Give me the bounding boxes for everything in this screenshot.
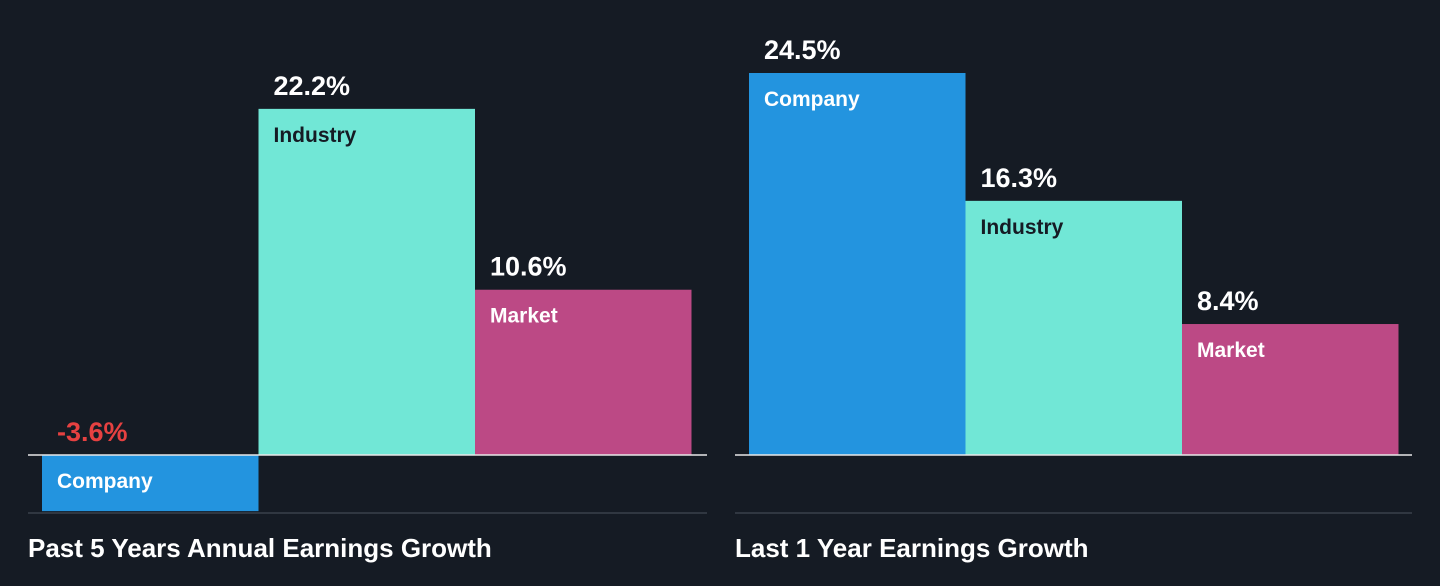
panel-2-market-value-label: 8.4% <box>1197 286 1259 316</box>
panel-2-industry-value-label: 16.3% <box>981 163 1058 193</box>
panel-2-industry-category-label: Industry <box>981 216 1064 239</box>
panel-1-industry-category-label: Industry <box>274 124 357 147</box>
panel-1-market-bar <box>475 289 692 455</box>
panel-2-company-value-label: 24.5% <box>764 35 841 65</box>
panel-1-company-value-label: -3.6% <box>57 417 128 447</box>
panel-1-market-value-label: 10.6% <box>490 252 567 282</box>
panel-2-market-bar <box>1182 324 1399 455</box>
panel-1-industry-value-label: 22.2% <box>274 71 351 101</box>
panel-1-market-category-label: Market <box>490 305 558 328</box>
panel-2-market-category-label: Market <box>1197 339 1265 362</box>
panel-1-company-category-label: Company <box>57 470 153 493</box>
panel-1-industry-bar <box>258 108 475 456</box>
panel-2-company-bar <box>749 73 966 455</box>
panel-2-company-category-label: Company <box>764 88 860 111</box>
panel-2-title: Last 1 Year Earnings Growth <box>735 533 1089 563</box>
panel-2-industry-bar <box>965 200 1182 455</box>
panel-1-company-bar <box>42 455 259 512</box>
panel-1-title: Past 5 Years Annual Earnings Growth <box>28 533 492 563</box>
